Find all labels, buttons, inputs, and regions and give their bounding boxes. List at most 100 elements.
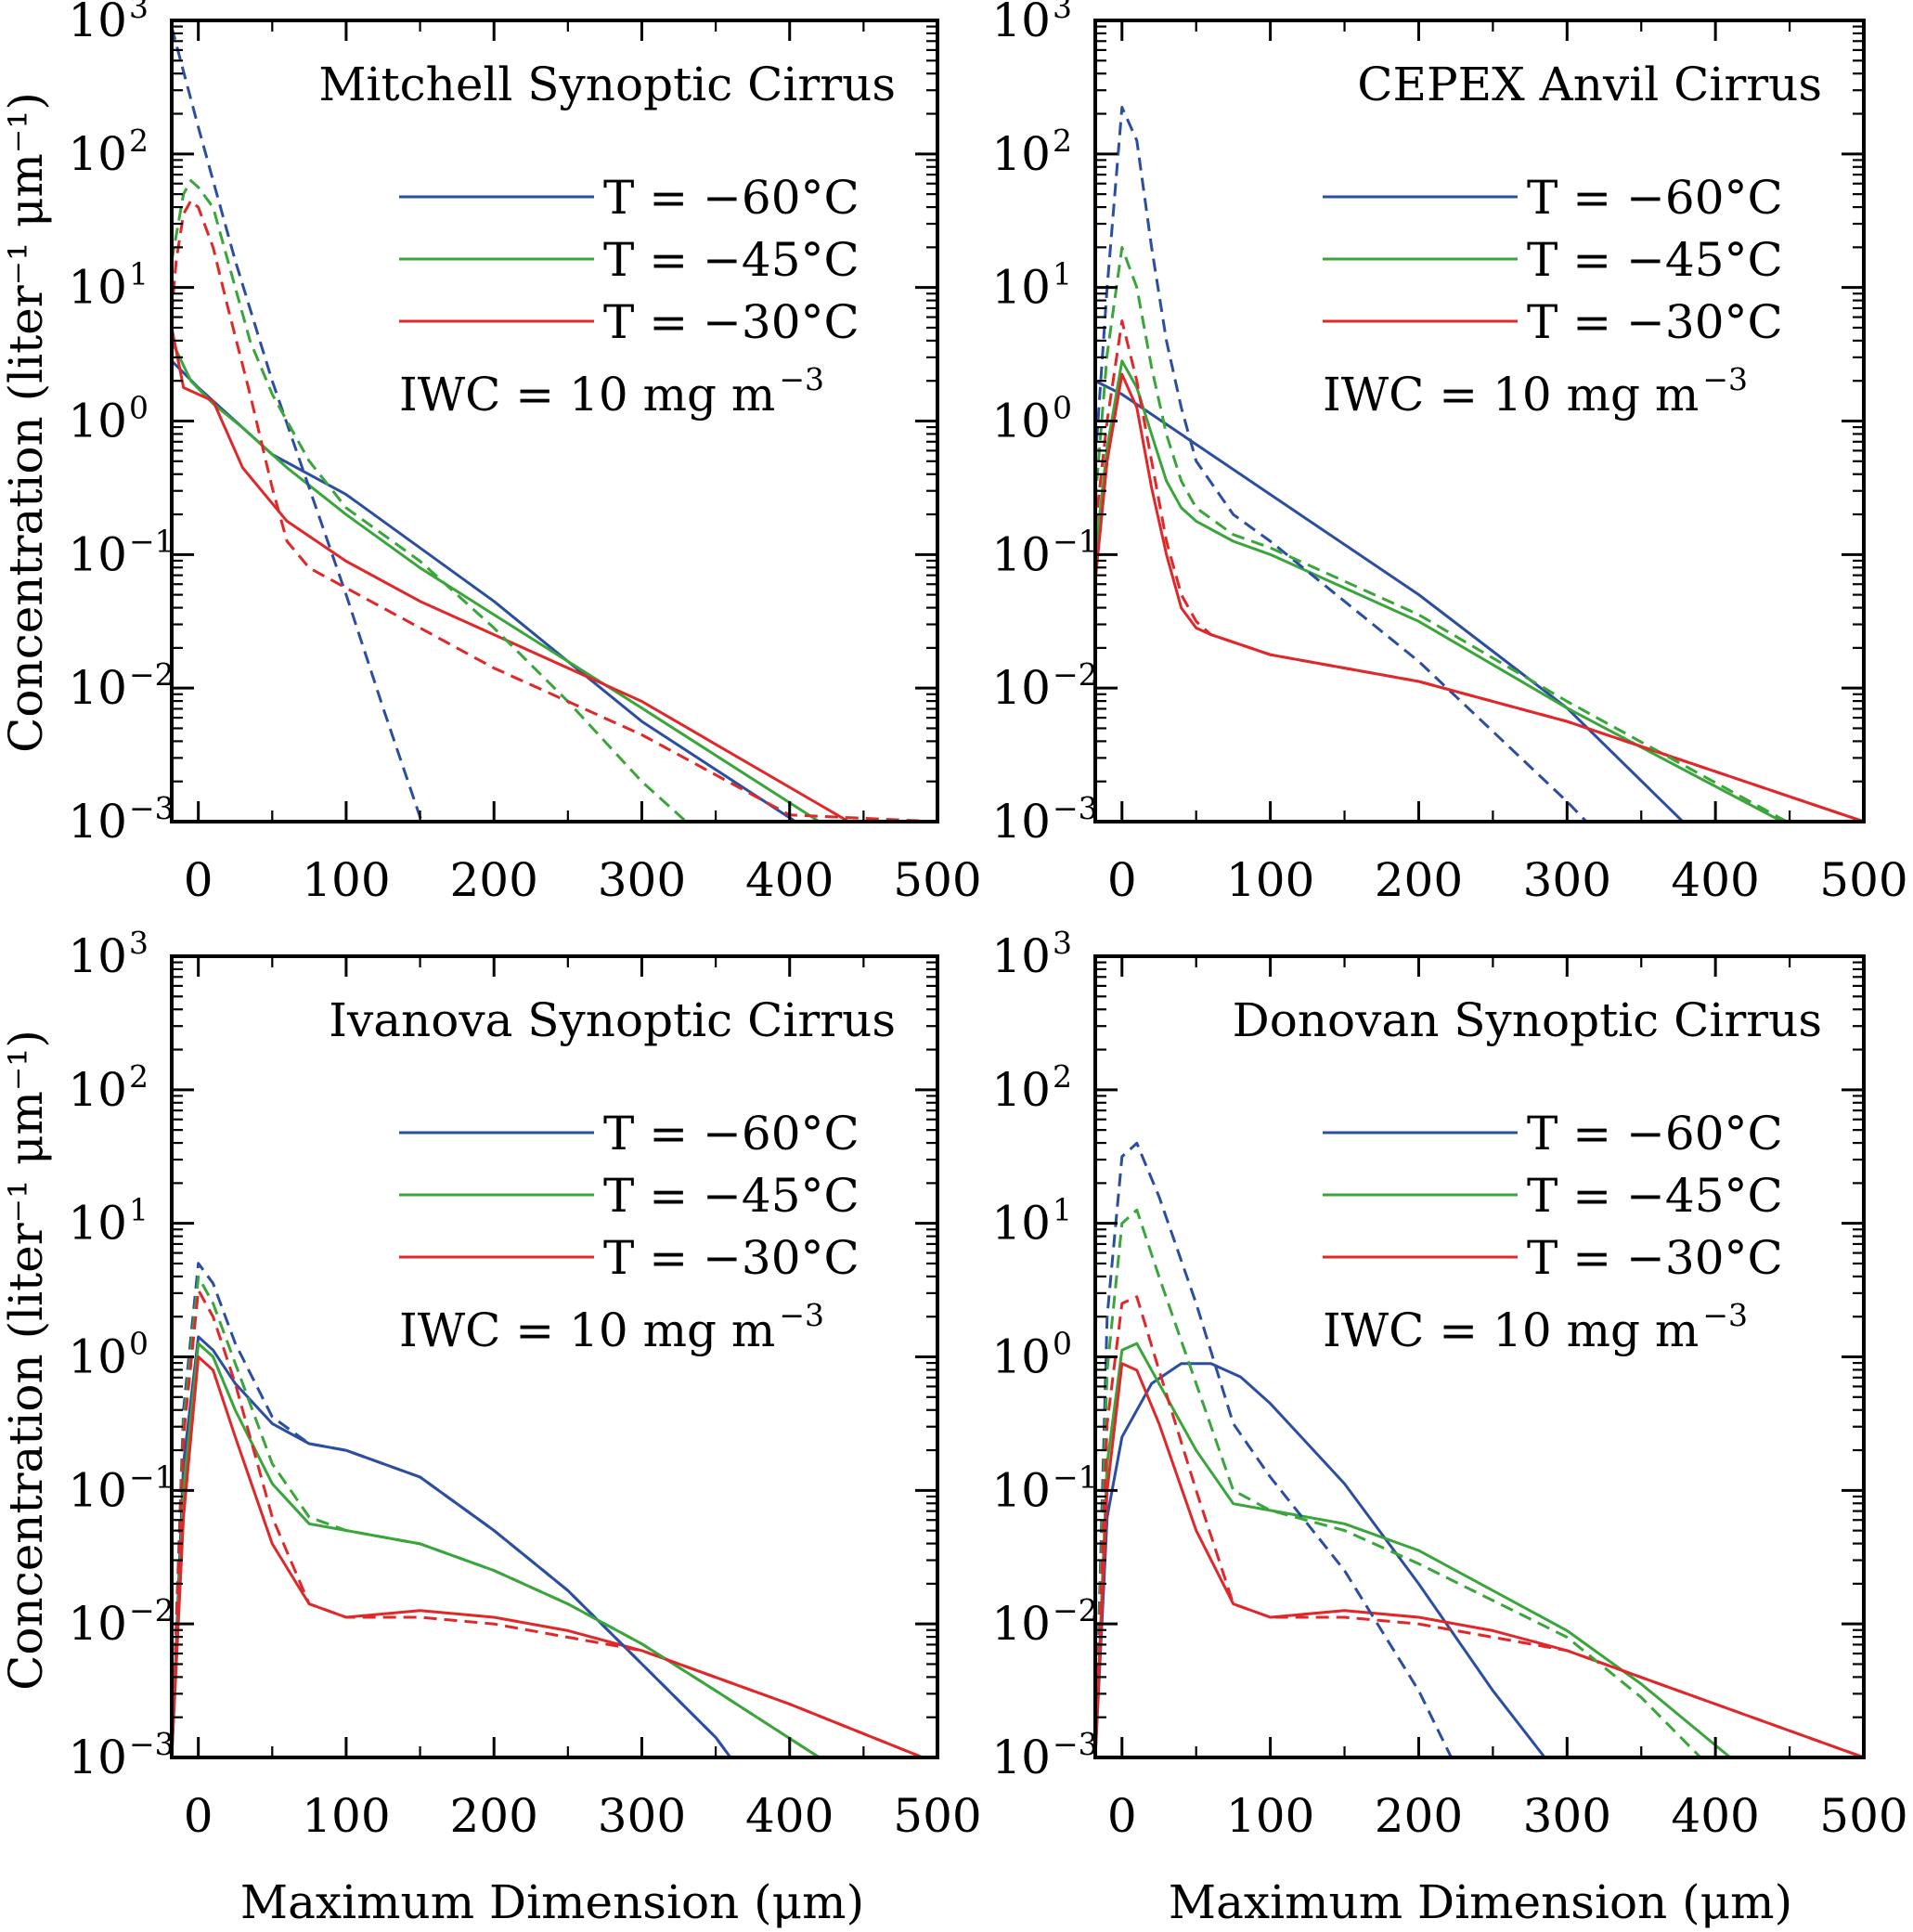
panel-title: Ivanova Synoptic Cirrus xyxy=(329,993,896,1047)
series-solid-2 xyxy=(172,1355,937,1757)
x-tick-label: 300 xyxy=(1523,1789,1611,1843)
y-tick-label: 10 xyxy=(68,661,127,715)
y-tick-label: 10 xyxy=(991,261,1051,315)
legend-label: T = −60°C xyxy=(1527,1107,1783,1160)
y-tick-label: 10 xyxy=(991,1463,1051,1517)
x-tick-label: 100 xyxy=(1226,853,1314,907)
panel-title: CEPEX Anvil Cirrus xyxy=(1357,58,1822,111)
curves xyxy=(172,1262,937,1757)
legend: T = −60°C T = −45°C T = −30°C IWC = 10 mg m… xyxy=(1323,171,1783,421)
series-dashed-4 xyxy=(1095,246,1864,822)
svg-text:2: 2 xyxy=(1053,123,1072,159)
svg-text:−1: −1 xyxy=(1053,523,1098,559)
legend-label: T = −45°C xyxy=(603,1169,860,1223)
svg-text:0: 0 xyxy=(1053,390,1072,426)
series-solid-0 xyxy=(1095,1362,1864,1757)
x-tick-label: 200 xyxy=(449,853,537,907)
y-tick-label: 10 xyxy=(68,1197,127,1251)
x-tick-label: 300 xyxy=(598,853,686,907)
series-solid-2 xyxy=(172,327,937,822)
legend-label: T = −45°C xyxy=(603,233,860,287)
legend: T = −60°C T = −45°C T = −30°C IWC = 10 mg m… xyxy=(399,171,860,421)
iwc-label: IWC = 10 mg m xyxy=(399,1303,775,1357)
curves xyxy=(172,26,937,822)
x-tick-label: 0 xyxy=(1107,1789,1137,1843)
iwc-exponent: −3 xyxy=(779,1297,824,1333)
svg-text:1: 1 xyxy=(1053,1192,1072,1228)
x-axis-label-right: Maximum Dimension (μm) xyxy=(1169,1875,1792,1929)
svg-text:2: 2 xyxy=(129,1058,149,1095)
x-tick-label: 0 xyxy=(1107,853,1137,907)
series-dashed-3 xyxy=(172,26,937,822)
series-dashed-4 xyxy=(172,179,937,822)
x-tick-label: 300 xyxy=(598,1789,686,1843)
svg-text:3: 3 xyxy=(1053,925,1072,961)
series-dashed-4 xyxy=(172,1275,937,1757)
svg-text:2: 2 xyxy=(1053,1058,1072,1095)
svg-text:−1: −1 xyxy=(129,523,174,559)
series-dashed-5 xyxy=(1095,319,1864,822)
series-solid-0 xyxy=(172,359,937,822)
x-tick-label: 300 xyxy=(1523,853,1611,907)
series-dashed-4 xyxy=(1095,1208,1864,1757)
iwc-exponent: −3 xyxy=(779,361,824,397)
svg-text:−2: −2 xyxy=(1053,1592,1098,1628)
svg-text:−2: −2 xyxy=(129,656,174,693)
legend-label: T = −30°C xyxy=(1527,1231,1783,1285)
y-tick-label: 10 xyxy=(991,1597,1051,1651)
x-tick-label: 400 xyxy=(1671,853,1759,907)
y-tick-label: 10 xyxy=(68,1330,127,1384)
iwc-label: IWC = 10 mg m xyxy=(1323,368,1699,421)
y-tick-label: 10 xyxy=(68,929,127,983)
curves xyxy=(1095,106,1864,822)
iwc-exponent: −3 xyxy=(1702,1297,1748,1333)
panel-title: Donovan Synoptic Cirrus xyxy=(1233,993,1822,1047)
svg-text:3: 3 xyxy=(129,0,149,25)
series-solid-0 xyxy=(172,1335,937,1757)
x-tick-label: 400 xyxy=(745,1789,834,1843)
svg-text:0: 0 xyxy=(129,390,149,426)
y-tick-label: 10 xyxy=(991,1731,1051,1784)
x-tick-label: 500 xyxy=(893,1789,981,1843)
svg-text:0: 0 xyxy=(129,1326,149,1362)
legend-label: T = −30°C xyxy=(1527,295,1783,349)
x-tick-label: 100 xyxy=(1226,1789,1314,1843)
iwc-label: IWC = 10 mg m xyxy=(1323,1303,1699,1357)
svg-text:3: 3 xyxy=(129,925,149,961)
svg-text:−3: −3 xyxy=(129,1726,174,1762)
legend-label: T = −30°C xyxy=(603,1231,860,1285)
svg-text:0: 0 xyxy=(1053,1326,1072,1362)
y-tick-label: 10 xyxy=(68,1463,127,1517)
svg-text:2: 2 xyxy=(129,123,149,159)
series-dashed-5 xyxy=(172,1289,937,1757)
svg-text:3: 3 xyxy=(1053,0,1072,25)
panel-title: Mitchell Synoptic Cirrus xyxy=(318,58,896,111)
series-dashed-3 xyxy=(172,1262,937,1757)
x-tick-label: 400 xyxy=(1671,1789,1759,1843)
y-tick-label: 10 xyxy=(991,527,1051,581)
svg-text:−3: −3 xyxy=(1053,790,1098,826)
y-tick-label: 10 xyxy=(68,1597,127,1651)
x-tick-label: 400 xyxy=(745,853,834,907)
x-tick-label: 500 xyxy=(1819,853,1907,907)
y-tick-label: 10 xyxy=(68,0,127,47)
y-tick-label: 10 xyxy=(991,1197,1051,1251)
svg-text:1: 1 xyxy=(129,1192,149,1228)
x-tick-label: 500 xyxy=(1819,1789,1907,1843)
series-solid-2 xyxy=(1095,372,1864,822)
y-tick-label: 10 xyxy=(991,661,1051,715)
x-tick-label: 200 xyxy=(1375,853,1463,907)
y-tick-label: 10 xyxy=(68,395,127,448)
legend-label: T = −30°C xyxy=(603,295,860,349)
legend: T = −60°C T = −45°C T = −30°C IWC = 10 mg m… xyxy=(399,1107,860,1357)
x-tick-label: 200 xyxy=(1375,1789,1463,1843)
y-tick-label: 10 xyxy=(68,527,127,581)
y-tick-label: 10 xyxy=(991,1063,1051,1117)
x-tick-label: 500 xyxy=(893,853,981,907)
iwc-exponent: −3 xyxy=(1702,361,1748,397)
